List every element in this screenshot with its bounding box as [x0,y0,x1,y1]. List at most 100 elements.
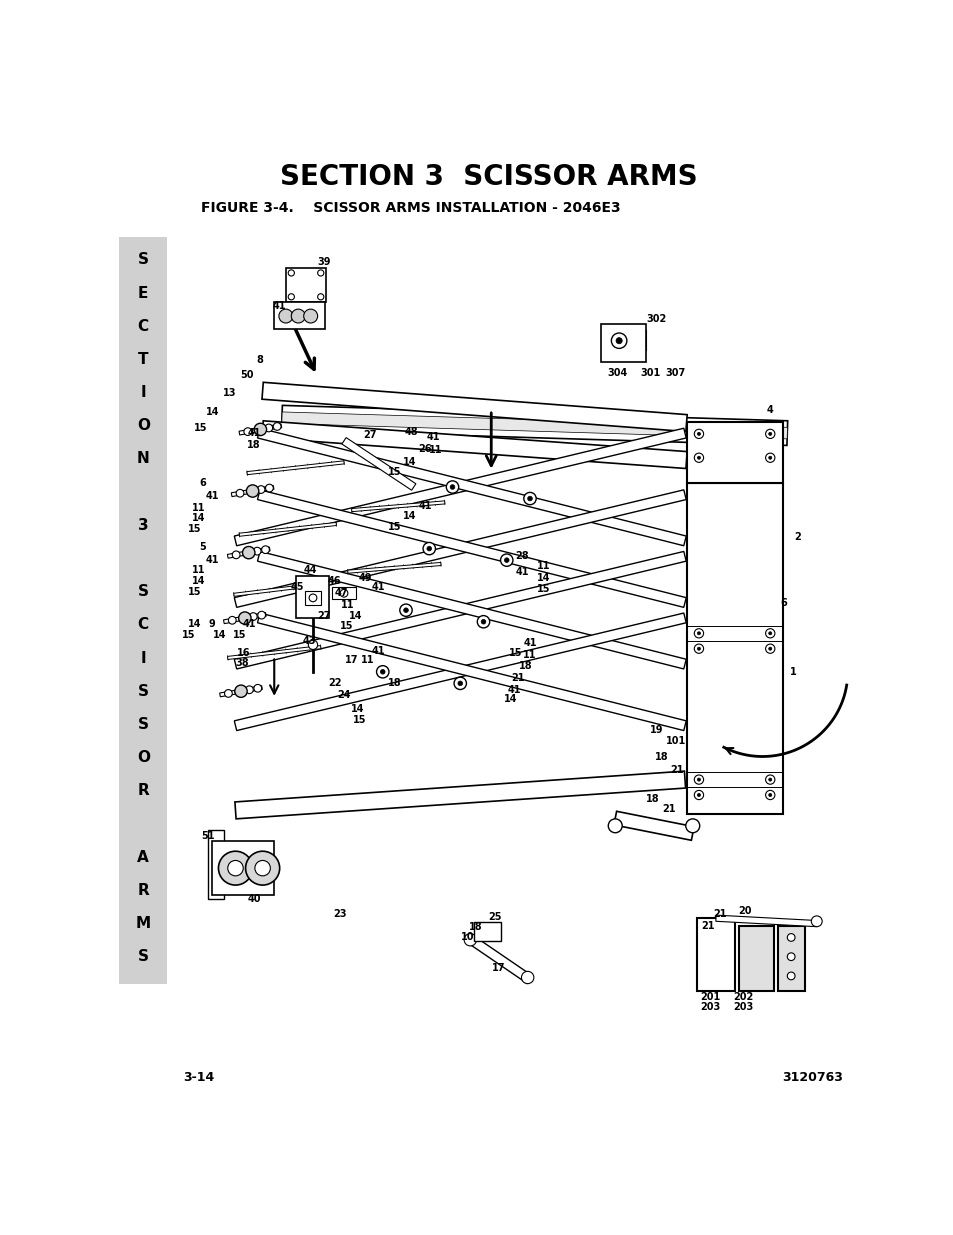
Polygon shape [234,490,685,608]
Text: 46: 46 [328,576,341,585]
Polygon shape [233,582,329,597]
Text: 22: 22 [328,678,341,688]
Polygon shape [234,771,685,819]
Text: A: A [137,850,149,864]
Circle shape [768,632,771,635]
Text: 15: 15 [387,522,400,532]
Text: 15: 15 [233,630,246,640]
Text: 11: 11 [193,503,206,513]
Text: 41: 41 [372,582,385,592]
Circle shape [288,270,294,275]
Text: 44: 44 [303,566,316,576]
Circle shape [244,427,252,436]
Circle shape [697,778,700,782]
Text: 8: 8 [256,354,263,366]
Text: C: C [137,618,149,632]
Text: 18: 18 [518,662,533,672]
Circle shape [694,430,703,438]
Text: 21: 21 [662,804,676,814]
Text: 17: 17 [345,656,358,666]
Text: 18: 18 [645,794,659,804]
Polygon shape [257,552,685,669]
Text: 51: 51 [201,831,214,841]
Bar [212,841,274,895]
Polygon shape [231,485,274,496]
Polygon shape [257,490,685,608]
Circle shape [224,689,232,698]
Circle shape [768,778,771,782]
Polygon shape [247,461,344,474]
Text: 11: 11 [428,445,442,454]
Circle shape [694,776,703,784]
Circle shape [238,611,251,624]
Circle shape [265,424,273,432]
Text: FIGURE 3-4.    SCISSOR ARMS INSTALLATION - 2046E3: FIGURE 3-4. SCISSOR ARMS INSTALLATION - … [200,201,619,215]
Polygon shape [239,522,336,536]
Text: 41: 41 [247,429,260,438]
Circle shape [273,422,281,430]
Circle shape [786,972,794,979]
Text: 14: 14 [193,513,206,522]
Circle shape [422,542,435,555]
Text: 6: 6 [199,478,206,488]
Bar [208,830,224,899]
Text: 18: 18 [469,923,482,932]
Text: S: S [137,252,149,267]
Text: 203: 203 [700,1002,720,1011]
Circle shape [694,790,703,799]
Text: 3-14: 3-14 [183,1071,213,1084]
Circle shape [694,629,703,638]
Text: 41: 41 [507,684,520,694]
Circle shape [242,546,254,558]
Text: 15: 15 [387,467,400,477]
Circle shape [254,861,270,876]
Text: E: E [138,285,149,300]
Text: S: S [137,684,149,699]
Bar [295,576,328,618]
Polygon shape [613,811,694,840]
Text: 1: 1 [789,667,796,677]
Polygon shape [281,412,786,438]
Text: 23: 23 [333,909,347,919]
Circle shape [253,684,261,692]
Text: 39: 39 [317,257,331,267]
Polygon shape [223,613,266,624]
Polygon shape [239,424,281,435]
Circle shape [694,645,703,653]
Circle shape [768,456,771,459]
Text: 5: 5 [199,542,206,552]
Circle shape [246,485,258,498]
Polygon shape [257,613,685,731]
Text: 11: 11 [360,656,374,666]
Text: 15: 15 [188,525,201,535]
Circle shape [768,793,771,797]
Text: 2: 2 [793,532,800,542]
Text: I: I [140,385,146,400]
Text: 45: 45 [291,582,304,592]
Text: 11: 11 [522,650,537,659]
Circle shape [685,819,699,832]
Text: 15: 15 [353,715,366,725]
Text: 27: 27 [316,611,331,621]
Circle shape [288,294,294,300]
Text: 41: 41 [522,638,537,648]
Text: 41: 41 [205,492,219,501]
Circle shape [309,594,316,601]
Text: R: R [137,883,149,898]
Circle shape [234,688,242,695]
Polygon shape [257,429,685,546]
Text: 41: 41 [273,301,286,311]
Text: 9: 9 [209,619,215,629]
Circle shape [232,551,240,558]
Circle shape [765,430,774,438]
Text: 20: 20 [738,905,751,915]
Text: 15: 15 [182,630,195,640]
Circle shape [253,547,261,555]
Circle shape [697,432,700,436]
Polygon shape [262,383,686,431]
Text: 41: 41 [242,619,256,629]
Circle shape [278,309,293,324]
Text: O: O [136,750,150,766]
Text: S: S [137,950,149,965]
Text: 14: 14 [213,630,227,640]
